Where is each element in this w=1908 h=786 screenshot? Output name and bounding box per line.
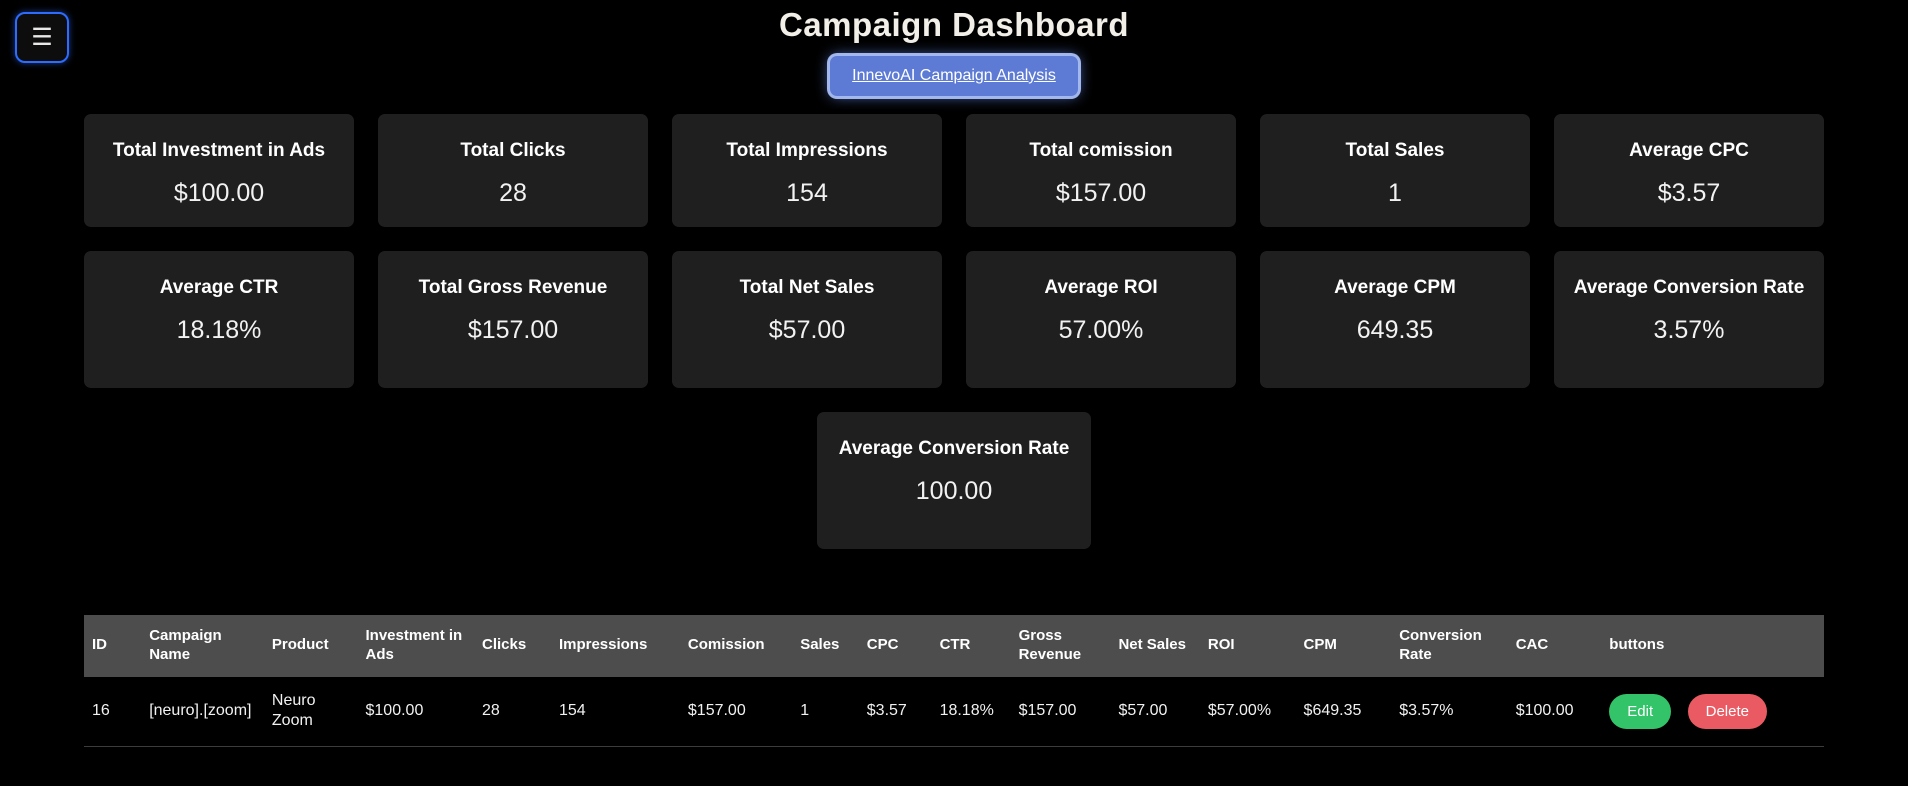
stat-card-average-ctr: Average CTR 18.18%	[84, 251, 354, 388]
page-title: Campaign Dashboard	[778, 6, 1130, 43]
cell-comission: $157.00	[679, 676, 793, 748]
stat-card-average-roi: Average ROI 57.00%	[966, 251, 1236, 388]
stat-card-total-net-sales: Total Net Sales $57.00	[672, 251, 942, 388]
stat-card-total-impressions: Total Impressions 154	[672, 114, 942, 227]
stat-card-total-clicks: Total Clicks 28	[378, 114, 648, 227]
stat-label: Average ROI	[1044, 277, 1158, 298]
cell-net-sales: $57.00	[1110, 676, 1200, 748]
stat-label: Total Gross Revenue	[418, 277, 608, 298]
campaigns-table: ID Campaign Name Product Investment in A…	[84, 615, 1824, 748]
stat-label: Total Clicks	[460, 140, 566, 161]
stat-card-average-conversion-rate-total: Average Conversion Rate 100.00	[817, 412, 1091, 549]
stat-value: $100.00	[173, 178, 265, 207]
stat-value: 18.18%	[176, 315, 262, 344]
cell-actions: Edit Delete	[1601, 676, 1824, 748]
table-header-row: ID Campaign Name Product Investment in A…	[84, 615, 1824, 677]
stat-label: Average CPC	[1629, 140, 1749, 161]
cell-sales: 1	[792, 676, 859, 748]
cell-investment: $100.00	[357, 676, 474, 748]
stat-label: Total Investment in Ads	[112, 140, 326, 161]
cell-id: 16	[84, 676, 142, 748]
stat-card-total-comission: Total comission $157.00	[966, 114, 1236, 227]
stat-card-average-cpc: Average CPC $3.57	[1554, 114, 1824, 227]
campaign-analysis-link[interactable]: InnevoAI Campaign Analysis	[830, 56, 1078, 96]
stat-label: Total Impressions	[726, 140, 888, 161]
stat-card-total-investment: Total Investment in Ads $100.00	[84, 114, 354, 227]
col-header-impressions: Impressions	[550, 615, 680, 677]
stats-grid-row1: Total Investment in Ads $100.00 Total Cl…	[84, 114, 1824, 227]
stat-value: $157.00	[1055, 178, 1147, 207]
cell-conversion-rate: $3.57%	[1391, 676, 1508, 748]
stats-grid-row3: Average Conversion Rate 100.00	[0, 412, 1908, 549]
col-header-sales: Sales	[792, 615, 859, 677]
stat-value: 100.00	[915, 476, 993, 505]
cell-roi: $57.00%	[1199, 676, 1296, 748]
cell-ctr: 18.18%	[931, 676, 1011, 748]
col-header-clicks: Clicks	[473, 615, 551, 677]
col-header-ctr: CTR	[931, 615, 1011, 677]
delete-button[interactable]: Delete	[1687, 693, 1767, 729]
stat-card-total-gross-revenue: Total Gross Revenue $157.00	[378, 251, 648, 388]
col-header-roi: ROI	[1199, 615, 1296, 677]
cell-product: Neuro Zoom	[263, 676, 358, 748]
col-header-campaign-name: Campaign Name	[141, 615, 264, 677]
stats-grid-row2: Average CTR 18.18% Total Gross Revenue $…	[84, 251, 1824, 388]
stat-label: Total Net Sales	[739, 277, 875, 298]
menu-button[interactable]: ☰	[15, 12, 69, 63]
stat-label: Average Conversion Rate	[1573, 277, 1805, 298]
stat-card-average-conversion-rate: Average Conversion Rate 3.57%	[1554, 251, 1824, 388]
stat-value: $3.57	[1657, 178, 1721, 207]
stat-label: Total Sales	[1345, 140, 1445, 161]
table-body: 16 [neuro].[zoom] Neuro Zoom $100.00 28 …	[84, 676, 1824, 748]
col-header-net-sales: Net Sales	[1110, 615, 1200, 677]
stat-value: 1	[1388, 178, 1402, 207]
stat-label: Total comission	[1029, 140, 1173, 161]
col-header-cac: CAC	[1507, 615, 1602, 677]
col-header-conversion-rate: Conversion Rate	[1391, 615, 1508, 677]
col-header-cpc: CPC	[858, 615, 932, 677]
stat-label: Average Conversion Rate	[838, 438, 1070, 459]
stat-value: 57.00%	[1058, 315, 1144, 344]
col-header-cpm: CPM	[1295, 615, 1392, 677]
edit-button[interactable]: Edit	[1609, 693, 1672, 729]
col-header-product: Product	[263, 615, 358, 677]
stat-value: 28	[499, 178, 527, 207]
stat-label: Average CPM	[1334, 277, 1456, 298]
cell-clicks: 28	[473, 676, 551, 748]
hamburger-icon: ☰	[31, 23, 53, 51]
stat-value: $57.00	[768, 315, 846, 344]
col-header-buttons: buttons	[1601, 615, 1824, 677]
stat-card-total-sales: Total Sales 1	[1260, 114, 1530, 227]
stat-label: Average CTR	[159, 277, 279, 298]
col-header-investment: Investment in Ads	[357, 615, 474, 677]
col-header-gross-revenue: Gross Revenue	[1010, 615, 1111, 677]
stat-value: 154	[786, 178, 828, 207]
cell-cac: $100.00	[1507, 676, 1602, 748]
cell-impressions: 154	[550, 676, 680, 748]
campaigns-table-container: ID Campaign Name Product Investment in A…	[84, 615, 1824, 748]
table-header: ID Campaign Name Product Investment in A…	[84, 615, 1824, 677]
stat-value: 3.57%	[1653, 315, 1725, 344]
cell-cpc: $3.57	[858, 676, 932, 748]
table-row: 16 [neuro].[zoom] Neuro Zoom $100.00 28 …	[84, 676, 1824, 748]
cell-gross-revenue: $157.00	[1010, 676, 1111, 748]
cell-cpm: $649.35	[1295, 676, 1392, 748]
analysis-button-row: InnevoAI Campaign Analysis	[0, 56, 1908, 96]
stat-card-average-cpm: Average CPM 649.35	[1260, 251, 1530, 388]
col-header-id: ID	[84, 615, 142, 677]
cell-campaign-name: [neuro].[zoom]	[141, 676, 264, 748]
stat-value: $157.00	[467, 315, 559, 344]
stat-value: 649.35	[1356, 315, 1434, 344]
col-header-comission: Comission	[679, 615, 793, 677]
